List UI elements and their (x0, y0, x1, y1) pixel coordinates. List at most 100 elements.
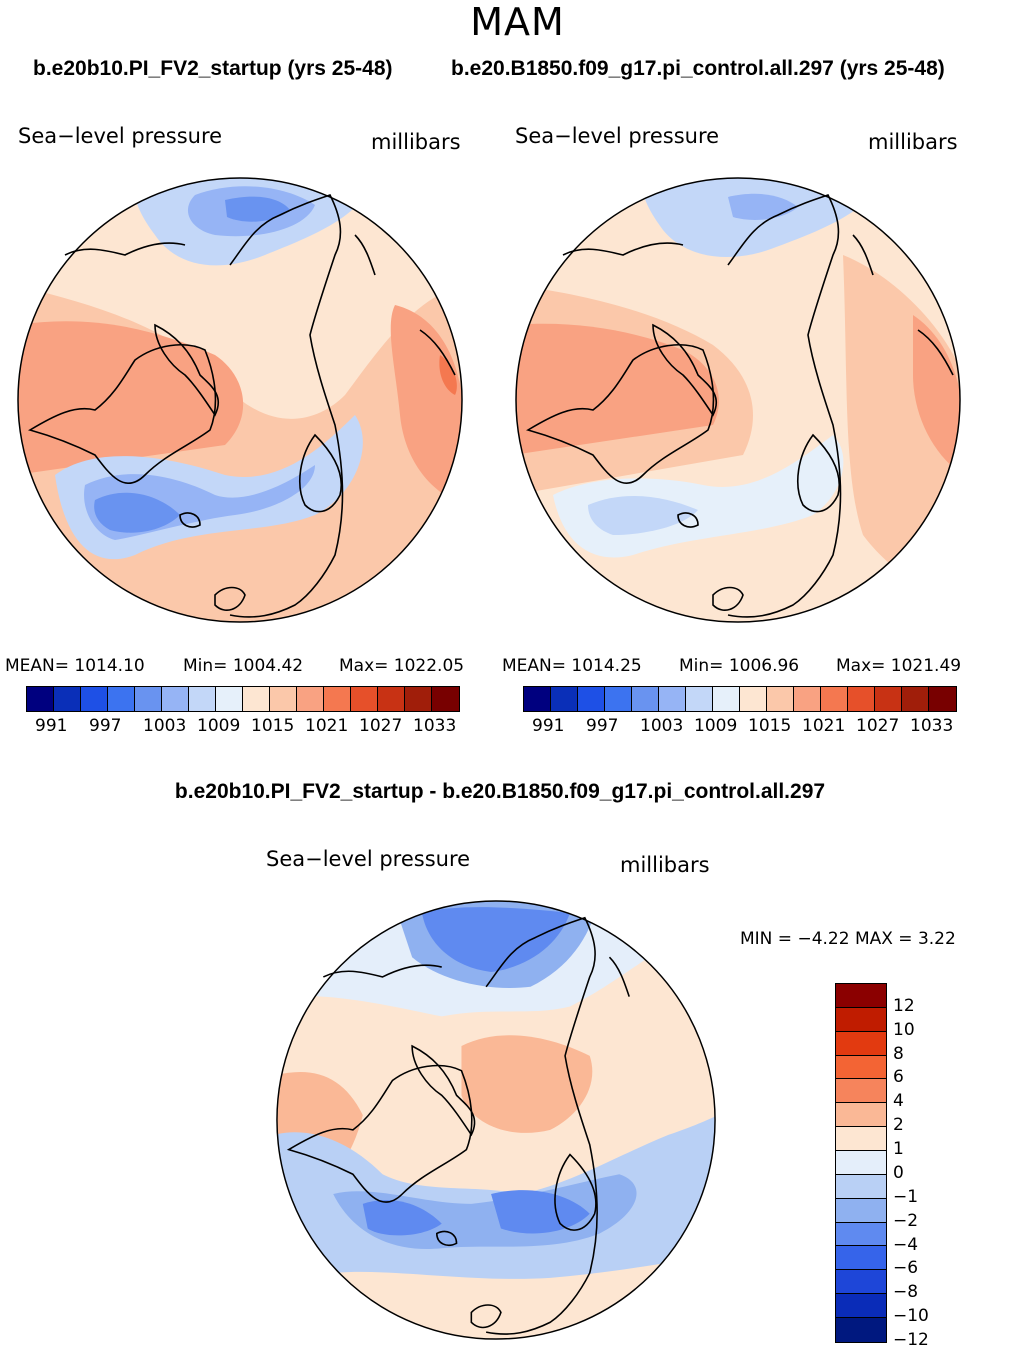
colorbar-swatch (740, 687, 767, 711)
colorbar-swatch (836, 1198, 886, 1223)
colorbar-swatch (848, 687, 875, 711)
colorbar-swatch (686, 687, 713, 711)
map-case1 (17, 177, 463, 623)
colorbar-swatch (81, 687, 108, 711)
panel1-variable-label: Sea−level pressure (18, 124, 223, 148)
colorbar-swatch (836, 1174, 886, 1199)
colorbar-tick-label: −2 (893, 1210, 919, 1231)
colorbar-swatch (632, 687, 659, 711)
colorbar-tick-label: 997 (586, 716, 619, 736)
panel1-mean: MEAN= 1014.10 (5, 656, 145, 676)
panel2-units-label: millibars (868, 130, 958, 154)
colorbar-swatch (27, 687, 54, 711)
colorbar-swatch (836, 1031, 886, 1056)
colorbar-swatch (821, 687, 848, 711)
colorbar-tick-label: 1015 (748, 716, 792, 736)
colorbar-swatch (713, 687, 740, 711)
colorbar-tick-label: 1015 (251, 716, 295, 736)
colorbar-swatch (836, 984, 886, 1008)
colorbar-tick-label: 12 (893, 995, 915, 1016)
colorbar-tick-label: −10 (893, 1306, 929, 1327)
colorbar-tick-label: −12 (893, 1330, 929, 1350)
colorbar-tick-label: 0 (893, 1162, 904, 1183)
colorbar-tick-label: 4 (893, 1091, 904, 1112)
colorbar-swatch (929, 687, 956, 711)
colorbar-swatch (836, 1007, 886, 1032)
season-title: MAM (470, 0, 565, 44)
colorbar-tick-label: 1021 (802, 716, 846, 736)
colorbar-swatch (836, 1318, 886, 1342)
colorbar-tick-label: 2 (893, 1115, 904, 1136)
colorbar-swatch (351, 687, 378, 711)
colorbar-tick-label: 1033 (910, 716, 954, 736)
colorbar-swatch (108, 687, 135, 711)
colorbar-tick-label: 1003 (640, 716, 684, 736)
colorbar-case2 (523, 686, 957, 712)
diff-min-max: MIN = −4.22 MAX = 3.22 (740, 929, 956, 949)
colorbar-tick-label: −8 (893, 1282, 919, 1303)
colorbar-tick-label: 991 (35, 716, 68, 736)
colorbar-swatch (836, 1246, 886, 1271)
colorbar-swatch (836, 1103, 886, 1128)
colorbar-swatch (836, 1270, 886, 1295)
colorbar-tick-label: 1009 (197, 716, 241, 736)
colorbar-swatch (605, 687, 632, 711)
panel2-variable-label: Sea−level pressure (515, 124, 720, 148)
colorbar-tick-label: 1009 (694, 716, 738, 736)
colorbar-swatch (551, 687, 578, 711)
colorbar-tick-label: 991 (532, 716, 565, 736)
panel2-max: Max= 1021.49 (836, 656, 962, 676)
diff-variable-label: Sea−level pressure (266, 847, 471, 871)
colorbar-tick-label: −6 (893, 1258, 919, 1279)
difference-title: b.e20b10.PI_FV2_startup - b.e20.B1850.f0… (174, 780, 826, 803)
colorbar-swatch (432, 687, 459, 711)
colorbar-tick-label: −1 (893, 1186, 919, 1207)
colorbar-tick-label: 1033 (413, 716, 457, 736)
colorbar-swatch (405, 687, 432, 711)
map-difference (276, 900, 716, 1340)
colorbar-swatch (524, 687, 551, 711)
colorbar-case1 (26, 686, 460, 712)
colorbar-swatch (902, 687, 929, 711)
colorbar-swatch (836, 1055, 886, 1080)
colorbar-tick-label: 1 (893, 1139, 904, 1160)
colorbar-swatch (578, 687, 605, 711)
colorbar-tick-label: 8 (893, 1043, 904, 1064)
colorbar-tick-label: 1027 (856, 716, 900, 736)
diff-units-label: millibars (620, 853, 710, 877)
colorbar-swatch (324, 687, 351, 711)
case1-title: b.e20b10.PI_FV2_startup (yrs 25-48) (33, 57, 393, 80)
colorbar-swatch (216, 687, 243, 711)
panel1-units-label: millibars (371, 130, 461, 154)
colorbar-swatch (836, 1222, 886, 1247)
map-case2 (515, 177, 961, 623)
panel1-max: Max= 1022.05 (339, 656, 465, 676)
colorbar-swatch (54, 687, 81, 711)
colorbar-tick-label: 997 (89, 716, 122, 736)
colorbar-tick-label: 1003 (143, 716, 187, 736)
panel1-min: Min= 1004.42 (183, 656, 304, 676)
colorbar-swatch (135, 687, 162, 711)
colorbar-swatch (836, 1294, 886, 1319)
colorbar-swatch (189, 687, 216, 711)
colorbar-swatch (836, 1151, 886, 1175)
colorbar-tick-label: −4 (893, 1234, 919, 1255)
colorbar-swatch (767, 687, 794, 711)
colorbar-tick-label: 1027 (359, 716, 403, 736)
colorbar-swatch (297, 687, 324, 711)
panel2-mean: MEAN= 1014.25 (502, 656, 642, 676)
case2-title: b.e20.B1850.f09_g17.pi_control.all.297 (… (451, 57, 945, 80)
panel2-min: Min= 1006.96 (679, 656, 800, 676)
colorbar-swatch (659, 687, 686, 711)
colorbar-swatch (836, 1079, 886, 1104)
colorbar-swatch (270, 687, 297, 711)
colorbar-swatch (836, 1127, 886, 1152)
colorbar-swatch (794, 687, 821, 711)
colorbar-difference (835, 983, 887, 1343)
colorbar-swatch (162, 687, 189, 711)
colorbar-tick-label: 10 (893, 1019, 915, 1040)
colorbar-swatch (875, 687, 902, 711)
colorbar-swatch (243, 687, 270, 711)
colorbar-tick-label: 6 (893, 1067, 904, 1088)
colorbar-swatch (378, 687, 405, 711)
